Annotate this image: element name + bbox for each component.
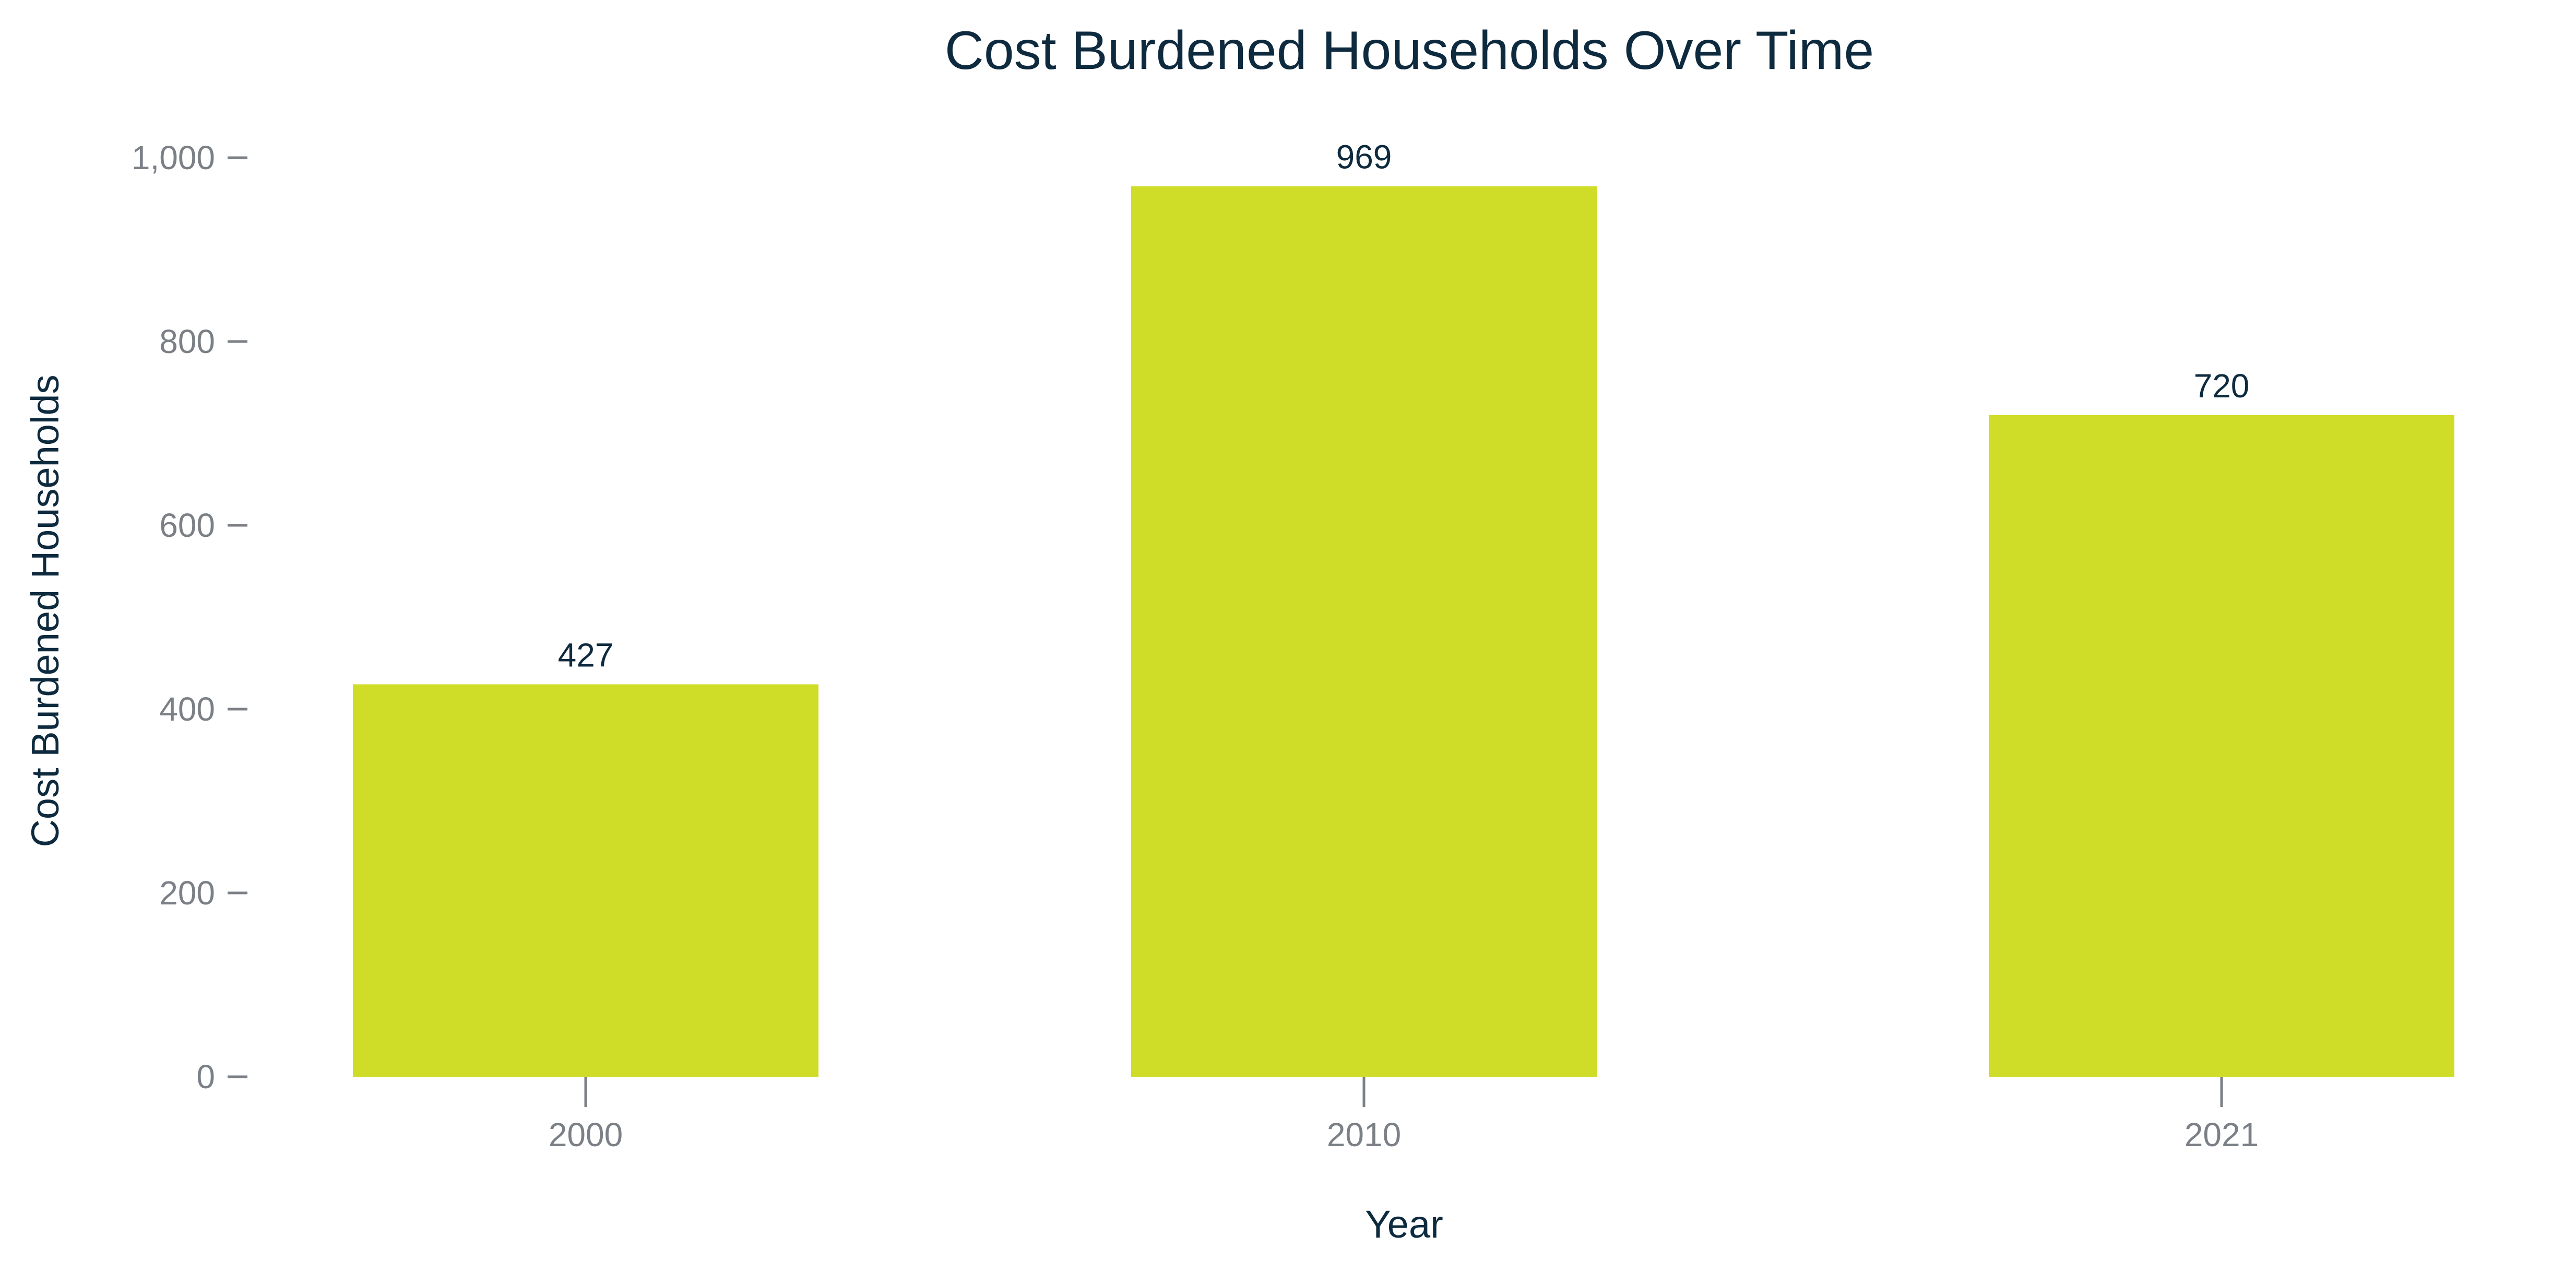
data-label-2021: 720 <box>2194 367 2250 405</box>
x-tick-label: 2010 <box>1327 1116 1401 1154</box>
y-axis: 0 200 400 600 800 1,000 <box>132 139 247 1096</box>
y-tick-label: 800 <box>159 323 215 360</box>
x-axis: 2000 2010 2021 <box>549 1077 2259 1154</box>
x-axis-label: Year <box>1365 1203 1443 1246</box>
bar-2021 <box>1989 415 2454 1077</box>
y-tick-label: 200 <box>159 874 215 912</box>
y-tick-label: 400 <box>159 690 215 728</box>
data-label-2010: 969 <box>1336 138 1392 176</box>
chart-title: Cost Burdened Households Over Time <box>945 20 1874 81</box>
y-tick-label: 0 <box>196 1058 215 1096</box>
bar-2000 <box>353 684 818 1077</box>
x-tick-label: 2021 <box>2185 1116 2259 1154</box>
bar-2010 <box>1131 186 1597 1077</box>
y-tick-label: 600 <box>159 507 215 544</box>
x-tick-label: 2000 <box>549 1116 623 1154</box>
y-axis-label: Cost Burdened Households <box>23 374 67 847</box>
data-label-2000: 427 <box>558 636 614 674</box>
bars-group: 427 969 720 <box>353 138 2454 1077</box>
y-tick-label: 1,000 <box>132 139 215 176</box>
